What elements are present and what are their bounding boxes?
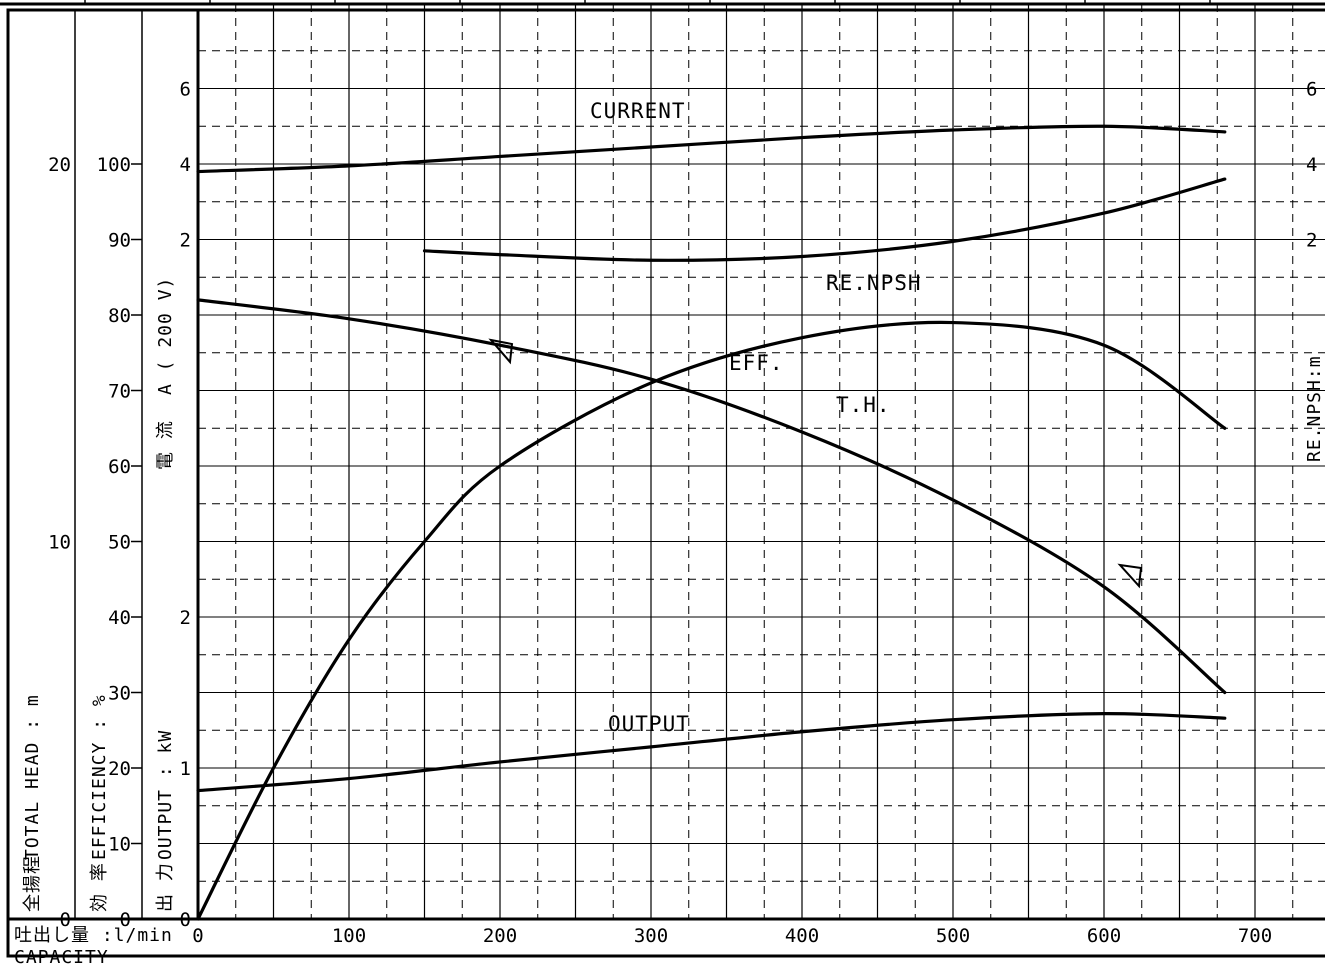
chart-grid — [198, 4, 1325, 919]
efficiency-tick-label: 100 — [97, 154, 131, 176]
series-line-output — [196, 712, 1227, 793]
series-label-npsh: RE.NPSH — [826, 271, 922, 295]
series-label-eff: EFF. — [729, 351, 784, 375]
efficiency-axis-label: EFFICIENCY : % — [89, 694, 110, 860]
x-tick-label: 400 — [785, 925, 819, 947]
efficiency-tick-label: 60 — [108, 456, 131, 478]
current-tick-label: 2 — [180, 230, 191, 252]
efficiency-tick-label: 70 — [108, 381, 131, 403]
x-tick-label: 300 — [634, 925, 668, 947]
series-line-t-h — [196, 298, 1227, 695]
output-axis-label-jp: 出 力 — [155, 862, 176, 912]
total-head-axis-label-jp: 全揚程 — [22, 855, 43, 912]
output-tick-label: 2 — [180, 607, 191, 629]
x-tick-label: 0 — [192, 925, 203, 947]
series-label-th: T.H. — [836, 393, 891, 417]
series-line-re-npsh — [422, 177, 1227, 262]
series-layer — [196, 124, 1227, 921]
x-tick-label: 500 — [936, 925, 970, 947]
capacity-axis-label-jp: 吐出し量 :l/min — [14, 925, 173, 946]
outer-border — [6, 8, 1325, 958]
efficiency-tick-label: 50 — [108, 532, 131, 554]
rated-point-marker — [488, 338, 514, 365]
head-tick-label: 0 — [60, 909, 71, 931]
npsh-tick-label: 6 — [1306, 79, 1317, 101]
head-tick-label: 10 — [48, 532, 71, 554]
capacity-axis-label: CAPACITY — [14, 947, 109, 966]
series-line-current — [196, 124, 1227, 174]
head-tick-label: 20 — [48, 154, 71, 176]
efficiency-tick-label: 0 — [120, 909, 131, 931]
npsh-tick-label: 2 — [1306, 230, 1317, 252]
efficiency-tick-label: 30 — [108, 683, 131, 705]
total-head-axis-label: TOTAL HEAD : m — [22, 694, 43, 860]
tick-labels: 0 100 200 300 400 500 600 700010200102030405060… — [48, 79, 1317, 948]
current-axis-label-jp: 電 流 — [155, 420, 176, 470]
rated-point-marker — [1117, 563, 1143, 589]
series-label-current: CURRENT — [590, 99, 686, 123]
efficiency-tick-label: 10 — [108, 834, 131, 856]
series-line-eff — [196, 320, 1227, 921]
efficiency-axis-label-jp: 効 率 — [89, 862, 110, 912]
efficiency-tick-label: 90 — [108, 230, 131, 252]
output-tick-label: 1 — [180, 758, 191, 780]
npsh-axis-label: RE.NPSH:m — [1304, 355, 1325, 462]
output-axis-label: OUTPUT : kW — [155, 730, 176, 860]
x-tick-label: 200 — [483, 925, 517, 947]
x-tick-label: 100 — [332, 925, 366, 947]
x-tick-label: 700 — [1238, 925, 1272, 947]
efficiency-tick-label: 80 — [108, 305, 131, 327]
npsh-tick-label: 4 — [1306, 154, 1317, 176]
series-label-output: OUTPUT — [608, 712, 690, 736]
efficiency-tick-label: 20 — [108, 758, 131, 780]
current-axis-label: A ( 200 V) — [155, 277, 176, 395]
current-tick-label: 4 — [180, 154, 191, 176]
x-tick-label: 600 — [1087, 925, 1121, 947]
efficiency-tick-label: 40 — [108, 607, 131, 629]
output-tick-label: 0 — [180, 909, 191, 931]
current-tick-label: 6 — [180, 79, 191, 101]
